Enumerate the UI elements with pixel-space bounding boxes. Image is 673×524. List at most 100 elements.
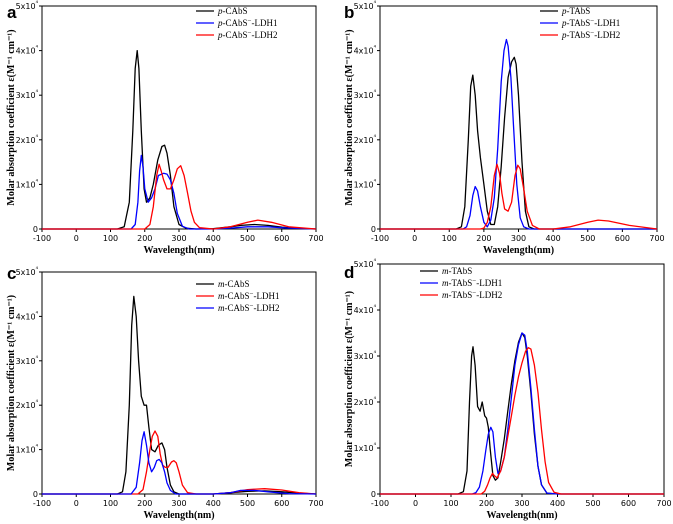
y-tick-label: 5x10⁴ bbox=[354, 258, 377, 269]
x-tick-label: 100 bbox=[103, 499, 118, 508]
series-line-1 bbox=[380, 56, 657, 230]
x-tick-label: 200 bbox=[479, 499, 494, 508]
x-tick-label: 600 bbox=[274, 499, 289, 508]
legend-entry: m-TAbS−-LDH2 bbox=[442, 289, 502, 300]
x-tick-label: 0 bbox=[412, 234, 417, 243]
y-axis-label: Molar absorption coefficient ε(M⁻¹ cm⁻¹) bbox=[344, 29, 355, 205]
series-line-3 bbox=[42, 163, 317, 230]
y-tick-label: 0 bbox=[371, 490, 376, 499]
series-line-3 bbox=[380, 347, 664, 495]
legend-entry: p-TAbS bbox=[561, 6, 590, 16]
x-axis-label: Wavelength(nm) bbox=[483, 245, 554, 256]
x-tick-label: 500 bbox=[580, 234, 595, 243]
series-line-3 bbox=[42, 431, 317, 495]
legend-entry: m-CAbS bbox=[218, 279, 250, 289]
y-tick-label: 2x10⁴ bbox=[354, 134, 377, 145]
x-tick-label: 200 bbox=[137, 499, 152, 508]
x-axis-label: Wavelength(nm) bbox=[143, 245, 214, 256]
y-tick-label: 1x10⁴ bbox=[16, 178, 39, 189]
x-tick-label: 400 bbox=[206, 234, 221, 243]
panel-a: -100 0 100 200 300 400 500 600 70001x10⁴2x10⁴3x1… bbox=[6, 0, 324, 256]
plot-frame bbox=[379, 263, 665, 495]
y-tick-label: 5x10⁴ bbox=[16, 0, 39, 11]
x-tick-label: 700 bbox=[649, 234, 664, 243]
panel-letter: b bbox=[344, 3, 354, 22]
legend-entry: m-CAbS−-LDH2 bbox=[218, 302, 279, 313]
x-tick-label: 300 bbox=[511, 234, 526, 243]
x-tick-label: 700 bbox=[308, 234, 323, 243]
panel-letter: a bbox=[7, 3, 17, 22]
y-tick-label: 5x10⁴ bbox=[16, 266, 39, 277]
panel-letter: d bbox=[344, 263, 354, 282]
x-tick-label: 600 bbox=[621, 499, 636, 508]
series-line-3 bbox=[380, 163, 658, 230]
series-line-2 bbox=[380, 332, 664, 495]
x-tick-label: 700 bbox=[656, 499, 671, 508]
legend-entry: m-TAbS bbox=[442, 266, 472, 276]
x-tick-label: 400 bbox=[206, 499, 221, 508]
x-tick-label: -100 bbox=[371, 499, 389, 508]
y-tick-label: 1x10⁴ bbox=[16, 444, 39, 455]
y-tick-label: 2x10⁴ bbox=[354, 396, 377, 407]
y-axis-label: Molar absorption coefficient ε(M⁻¹ cm⁻¹) bbox=[6, 295, 17, 471]
y-tick-label: 2x10⁴ bbox=[16, 399, 39, 410]
x-tick-label: 200 bbox=[137, 234, 152, 243]
y-tick-label: 0 bbox=[371, 225, 376, 234]
series-line-1 bbox=[42, 295, 317, 495]
series-line-2 bbox=[380, 38, 657, 230]
x-tick-label: 300 bbox=[171, 499, 186, 508]
legend-entry: p-CAbS bbox=[217, 6, 248, 16]
x-tick-label: 500 bbox=[240, 234, 255, 243]
y-tick-label: 3x10⁴ bbox=[354, 89, 377, 100]
y-tick-label: 0 bbox=[33, 225, 38, 234]
x-tick-label: 500 bbox=[240, 499, 255, 508]
x-tick-label: -100 bbox=[33, 234, 51, 243]
legend-entry: p-TAbS−-LDH1 bbox=[561, 17, 620, 28]
panel-c: -100 0 100 200 300 400 500 600 70001x10⁴2x10⁴3x1… bbox=[6, 264, 324, 521]
x-tick-label: 100 bbox=[442, 234, 457, 243]
y-tick-label: 5x10⁴ bbox=[354, 0, 377, 11]
x-tick-label: 300 bbox=[171, 234, 186, 243]
legend-entry: p-CAbS−-LDH2 bbox=[217, 29, 277, 40]
y-tick-label: 1x10⁴ bbox=[354, 442, 377, 453]
x-tick-label: 600 bbox=[274, 234, 289, 243]
legend-entry: p-CAbS−-LDH1 bbox=[217, 17, 277, 28]
y-tick-label: 3x10⁴ bbox=[16, 355, 39, 366]
series-line-2 bbox=[42, 430, 317, 495]
x-tick-label: 600 bbox=[615, 234, 630, 243]
legend-entry: m-CAbS−-LDH1 bbox=[218, 290, 279, 301]
y-tick-label: 4x10⁴ bbox=[16, 45, 39, 56]
x-tick-label: 0 bbox=[74, 499, 79, 508]
y-tick-label: 0 bbox=[33, 490, 38, 499]
x-tick-label: 300 bbox=[514, 499, 529, 508]
x-tick-label: 100 bbox=[443, 499, 458, 508]
x-tick-label: 0 bbox=[413, 499, 418, 508]
y-tick-label: 3x10⁴ bbox=[16, 89, 39, 100]
x-tick-label: 400 bbox=[545, 234, 560, 243]
legend-entry: m-TAbS−-LDH1 bbox=[442, 277, 502, 288]
y-tick-label: 3x10⁴ bbox=[354, 350, 377, 361]
x-tick-label: 0 bbox=[74, 234, 79, 243]
y-tick-label: 4x10⁴ bbox=[354, 304, 377, 315]
x-tick-label: 700 bbox=[308, 499, 323, 508]
x-tick-label: 500 bbox=[585, 499, 600, 508]
y-tick-label: 2x10⁴ bbox=[16, 134, 39, 145]
x-tick-label: 200 bbox=[476, 234, 491, 243]
y-tick-label: 4x10⁴ bbox=[354, 45, 377, 56]
y-tick-label: 1x10⁴ bbox=[354, 178, 377, 189]
y-axis-label: Molar absorption coefficient ε(M⁻¹ cm⁻¹) bbox=[344, 291, 355, 467]
x-tick-label: 100 bbox=[103, 234, 118, 243]
series-line-2 bbox=[42, 154, 317, 230]
x-axis-label: Wavelength(nm) bbox=[486, 510, 557, 521]
panel-b: -100 0 100 200 300 400 500 600 70001x10⁴2x10⁴3x1… bbox=[344, 0, 665, 256]
series-line-1 bbox=[42, 49, 317, 230]
legend-entry: p-TAbS−-LDH2 bbox=[561, 29, 620, 40]
x-axis-label: Wavelength(nm) bbox=[143, 510, 214, 521]
panel-d: -100 0 100 200 300 400 500 600 70001x10⁴2x10⁴3x1… bbox=[344, 258, 672, 521]
x-tick-label: -100 bbox=[33, 499, 51, 508]
y-axis-label: Molar absorption coefficient ε(M⁻¹ cm⁻¹) bbox=[6, 29, 17, 205]
x-tick-label: 400 bbox=[550, 499, 565, 508]
y-tick-label: 4x10⁴ bbox=[16, 310, 39, 321]
x-tick-label: -100 bbox=[371, 234, 389, 243]
